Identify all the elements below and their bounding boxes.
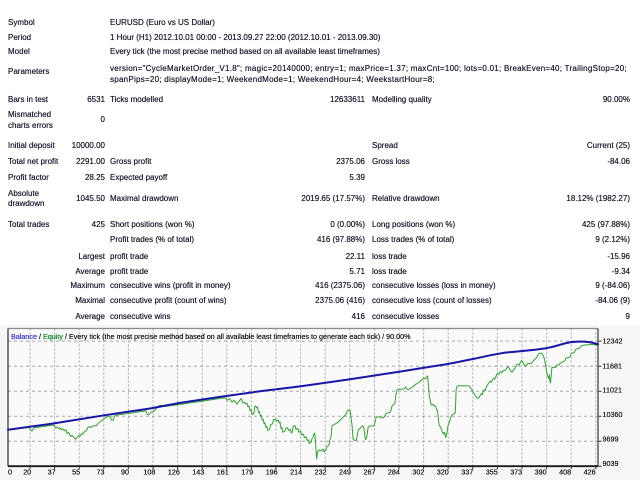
- svg-text:126: 126: [168, 468, 180, 477]
- svg-text:12342: 12342: [603, 337, 623, 346]
- svg-text:90: 90: [121, 468, 129, 477]
- svg-text:337: 337: [461, 468, 473, 477]
- svg-text:20: 20: [23, 468, 31, 477]
- svg-text:9039: 9039: [603, 459, 619, 468]
- svg-text:108: 108: [143, 468, 155, 477]
- svg-text:179: 179: [241, 468, 253, 477]
- svg-text:196: 196: [266, 468, 278, 477]
- svg-text:284: 284: [388, 468, 400, 477]
- svg-text:11681: 11681: [603, 361, 622, 370]
- svg-text:Balance / Equity / Every tick: Balance / Equity / Every tick (the most …: [11, 332, 411, 341]
- svg-text:214: 214: [290, 468, 302, 477]
- svg-text:390: 390: [535, 468, 547, 477]
- svg-text:267: 267: [364, 468, 376, 477]
- svg-text:161: 161: [217, 468, 229, 477]
- svg-text:355: 355: [486, 468, 498, 477]
- svg-text:9699: 9699: [603, 435, 619, 444]
- svg-text:37: 37: [48, 468, 56, 477]
- svg-text:143: 143: [192, 468, 204, 477]
- svg-text:408: 408: [559, 468, 571, 477]
- svg-text:0: 0: [8, 468, 12, 477]
- svg-text:11021: 11021: [603, 386, 622, 395]
- svg-text:302: 302: [412, 468, 424, 477]
- svg-text:10360: 10360: [603, 410, 623, 419]
- svg-text:426: 426: [584, 468, 596, 477]
- svg-text:73: 73: [97, 468, 105, 477]
- svg-text:232: 232: [315, 468, 327, 477]
- svg-text:373: 373: [510, 468, 522, 477]
- svg-text:55: 55: [72, 468, 80, 477]
- svg-text:249: 249: [339, 468, 351, 477]
- svg-text:320: 320: [437, 468, 449, 477]
